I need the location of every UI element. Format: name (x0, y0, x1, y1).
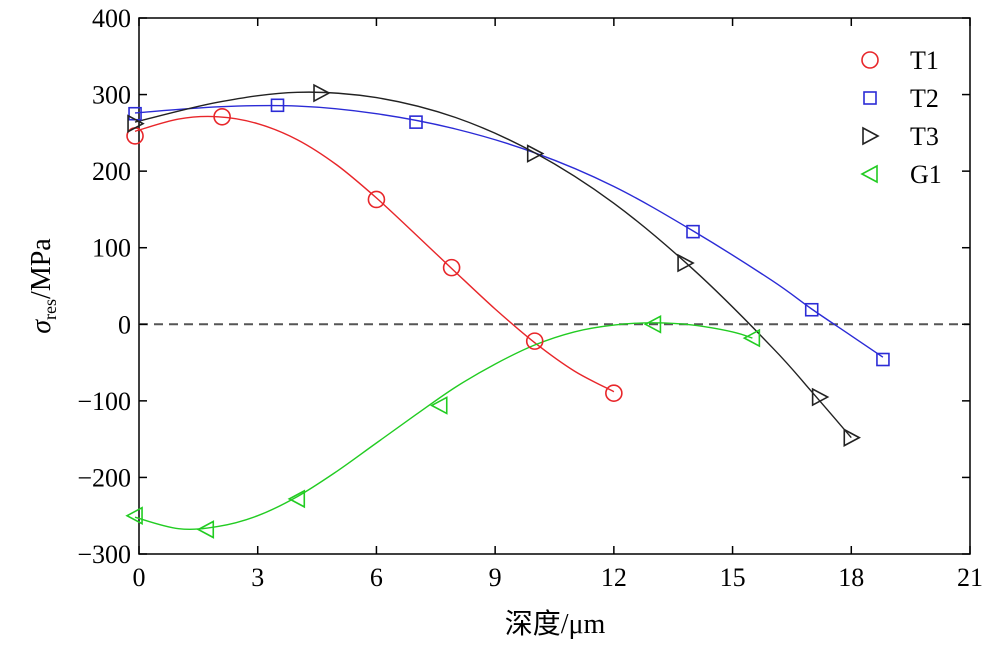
data-point-t1 (442, 258, 461, 277)
legend-label-t2: T2 (910, 84, 939, 113)
x-tick-label: 6 (370, 563, 383, 592)
fit-curve-t3 (134, 91, 852, 439)
data-points (125, 83, 890, 539)
y-tick-label: −200 (77, 463, 131, 492)
x-tick-label: 15 (720, 563, 746, 592)
legend-marker-g1 (860, 164, 878, 184)
legend-marker-t1 (861, 51, 879, 69)
data-point-g1 (643, 314, 662, 334)
x-axis-label: 深度/μm (505, 608, 606, 640)
plot-frame (138, 17, 971, 555)
axis-ticks: 0 3 6 9 12 15 18 21 −300 −200 −100 0 100 200 300 400 (77, 4, 983, 592)
fit-curve-t2 (134, 104, 884, 358)
y-axis-label-symbol: σ (26, 319, 57, 334)
y-tick-label: 100 (92, 234, 131, 263)
data-point-g1 (125, 506, 143, 526)
data-point-t2 (270, 98, 285, 113)
x-tick-label: 21 (957, 563, 983, 592)
data-point-t3 (677, 253, 695, 273)
data-point-g1 (430, 396, 448, 415)
y-tick-label: −100 (77, 387, 131, 416)
x-tick-label: 9 (489, 563, 502, 592)
data-point-t3 (526, 144, 545, 163)
data-point-g1 (287, 489, 306, 509)
x-tick-label: 0 (133, 563, 146, 592)
legend-label-g1: G1 (910, 160, 942, 189)
data-point-g1 (742, 328, 761, 348)
fit-curve-g1 (134, 322, 753, 531)
y-axis-label: σres/MPa (26, 238, 60, 334)
data-point-t3 (313, 83, 331, 103)
legend-label-t3: T3 (910, 122, 939, 151)
data-point-t3 (811, 387, 830, 407)
data-point-t1 (605, 384, 623, 403)
data-point-t2 (804, 302, 819, 317)
y-tick-label: 400 (92, 4, 131, 33)
y-tick-label: 300 (92, 81, 131, 110)
data-point-t2 (409, 115, 423, 129)
data-point-t3 (127, 114, 145, 134)
x-tick-label: 18 (838, 563, 864, 592)
data-point-t3 (843, 428, 861, 447)
legend-label-t1: T1 (910, 46, 939, 75)
legend-marker-t2 (863, 91, 877, 105)
data-point-t2 (876, 352, 890, 367)
fit-curves (134, 91, 884, 531)
data-point-t1 (367, 190, 386, 209)
x-tick-label: 3 (251, 563, 264, 592)
legend-marker-t3 (862, 126, 880, 146)
fit-curve-t1 (134, 115, 615, 393)
legend: T1 T2 T3 G1 (860, 46, 942, 189)
data-point-g1 (196, 520, 215, 539)
y-tick-label: 0 (118, 310, 131, 339)
data-point-t1 (525, 332, 544, 350)
y-axis-label-subscript: res (40, 299, 60, 320)
y-axis-label-unit: /MPa (26, 238, 57, 299)
data-point-t2 (686, 224, 700, 239)
y-tick-label: −300 (77, 540, 131, 569)
data-point-t1 (213, 107, 231, 126)
y-tick-label: 200 (92, 157, 131, 186)
x-tick-label: 12 (601, 563, 627, 592)
